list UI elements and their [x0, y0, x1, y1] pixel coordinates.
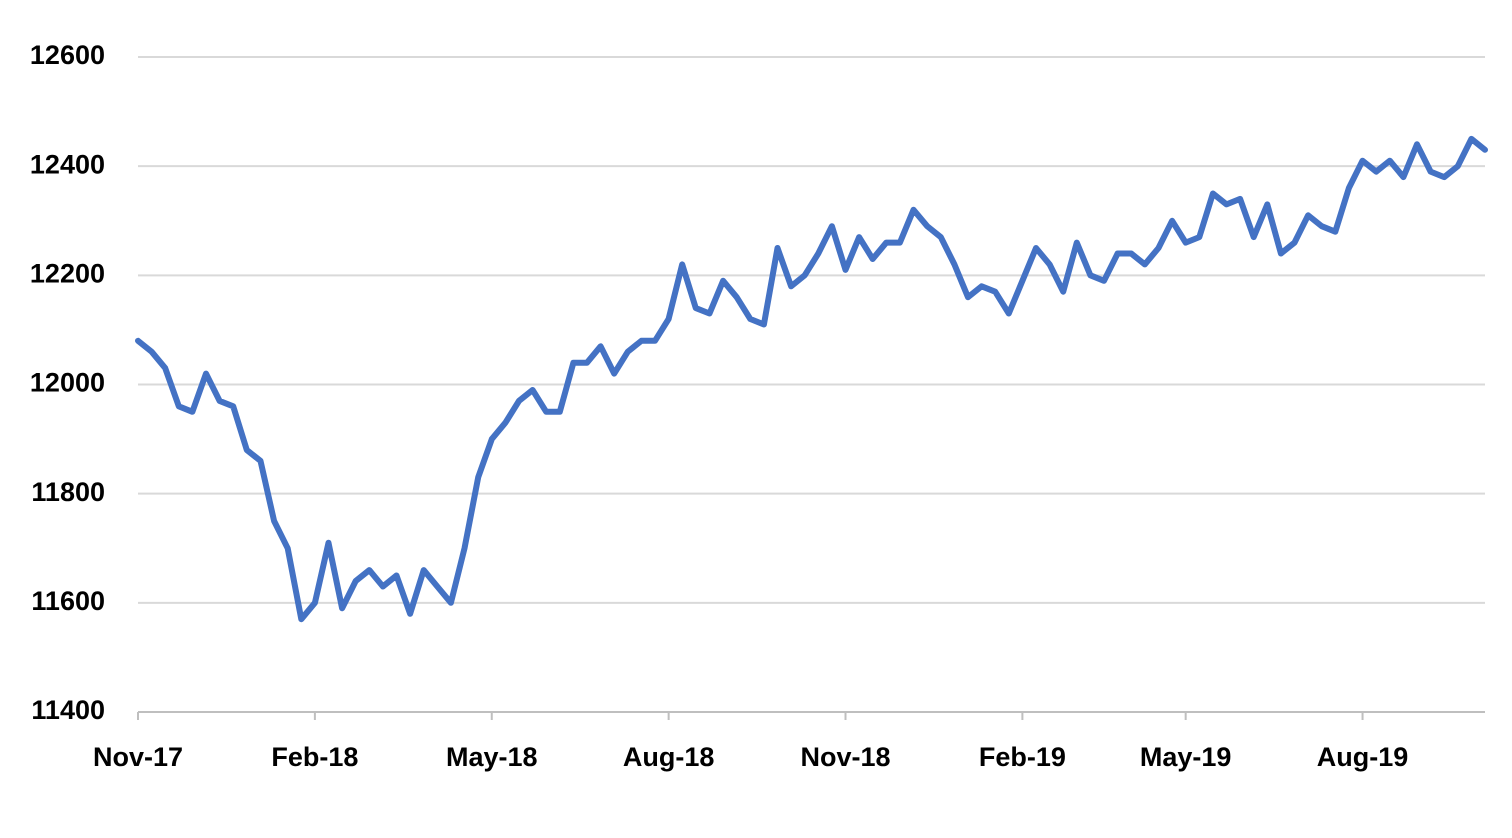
x-tick-label: Feb-19: [979, 742, 1066, 772]
y-tick-label: 11400: [31, 695, 105, 725]
x-tick-label: May-18: [446, 742, 538, 772]
x-tick-label: Nov-18: [800, 742, 890, 772]
x-tick-label: May-19: [1140, 742, 1232, 772]
y-tick-label: 12000: [30, 368, 105, 398]
y-tick-label: 12200: [30, 258, 105, 288]
y-tick-label: 12400: [30, 149, 105, 179]
x-tick-label: Aug-19: [1317, 742, 1409, 772]
x-tick-label: Feb-18: [271, 742, 358, 772]
x-tick-label: Nov-17: [93, 742, 183, 772]
y-tick-label: 11800: [31, 477, 105, 507]
data-line: [135, 135, 1488, 623]
x-tick-label: Aug-18: [623, 742, 715, 772]
y-tick-label: 11600: [31, 586, 105, 616]
y-tick-label: 12600: [30, 40, 105, 70]
